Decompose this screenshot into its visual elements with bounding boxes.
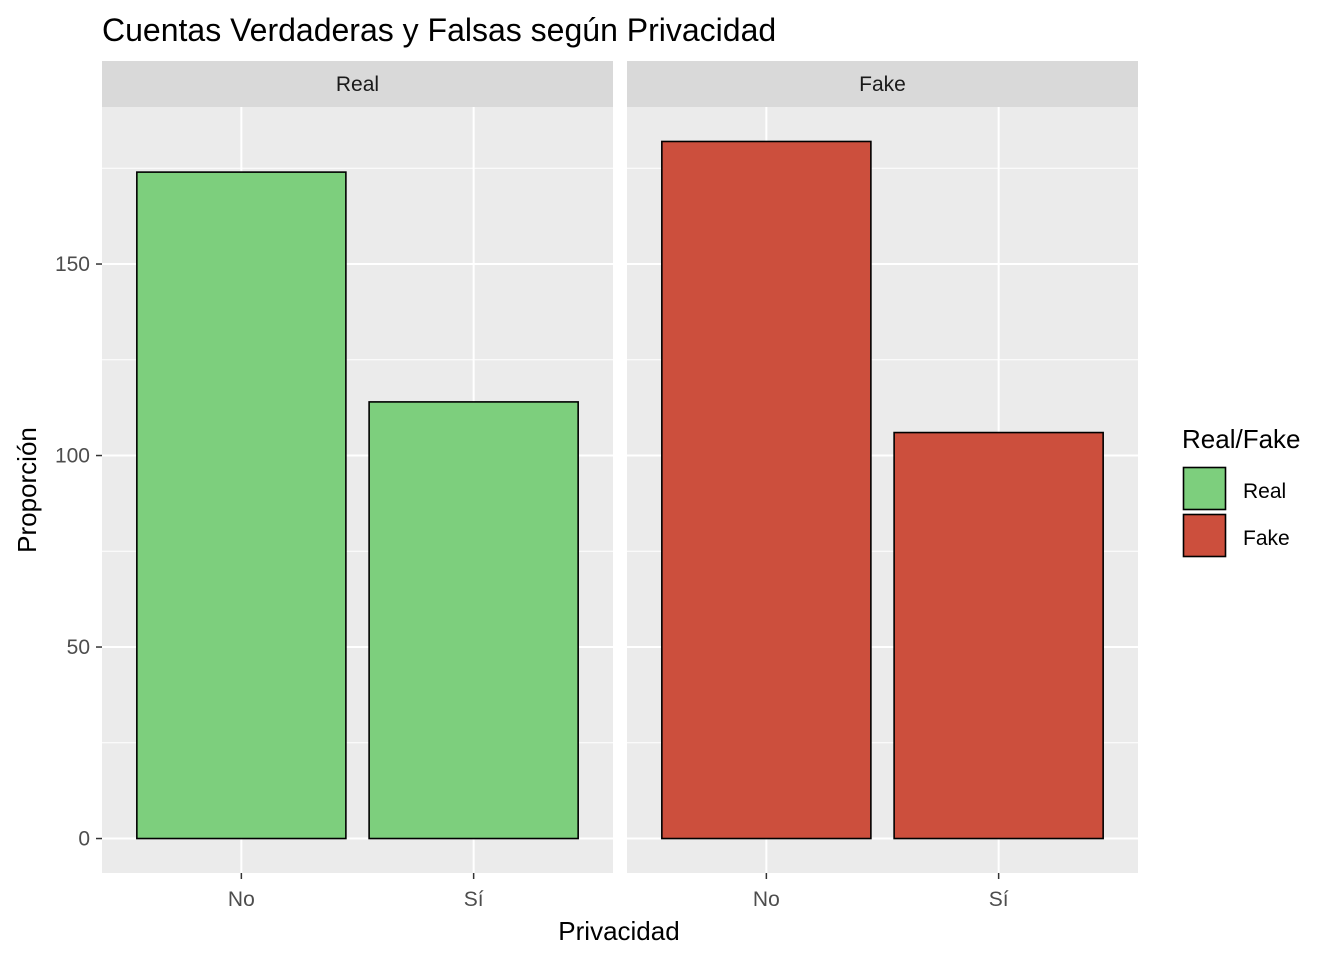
y-tick-label: 0 bbox=[78, 828, 90, 851]
facet-strip bbox=[627, 61, 1138, 107]
x-axis-title: Privacidad bbox=[558, 916, 679, 946]
panels: Real No Sí Fake No Sí bbox=[102, 61, 1138, 911]
facet-strip bbox=[102, 61, 613, 107]
y-tick-label: 150 bbox=[55, 253, 90, 276]
y-axis: 0 50 100 150 bbox=[55, 253, 102, 851]
y-tick-label: 50 bbox=[67, 636, 90, 659]
x-tick-label: Sí bbox=[464, 888, 484, 911]
legend-key-real bbox=[1182, 466, 1227, 511]
bar-fake-0 bbox=[661, 140, 872, 840]
x-tick-label: No bbox=[228, 888, 255, 911]
panel-fake: Fake No Sí bbox=[627, 61, 1138, 911]
x-tick-label: No bbox=[753, 888, 780, 911]
facet-strip-label: Fake bbox=[859, 73, 906, 96]
legend-key-fake bbox=[1182, 513, 1227, 558]
legend: Real/Fake Real Fake bbox=[1182, 424, 1301, 558]
y-axis-title: Proporción bbox=[12, 427, 42, 553]
bar-fake-1 bbox=[893, 431, 1104, 840]
legend-label-real: Real bbox=[1243, 480, 1286, 503]
x-tick-label: Sí bbox=[989, 888, 1009, 911]
bar-real-1 bbox=[368, 401, 579, 840]
y-tick-label: 100 bbox=[55, 445, 90, 468]
bar-real-0 bbox=[136, 171, 347, 840]
chart-title: Cuentas Verdaderas y Falsas según Privac… bbox=[102, 12, 776, 48]
panel-real: Real No Sí bbox=[102, 61, 613, 911]
legend-label-fake: Fake bbox=[1243, 527, 1290, 550]
legend-title: Real/Fake bbox=[1182, 424, 1301, 454]
facet-strip-label: Real bbox=[336, 73, 379, 96]
